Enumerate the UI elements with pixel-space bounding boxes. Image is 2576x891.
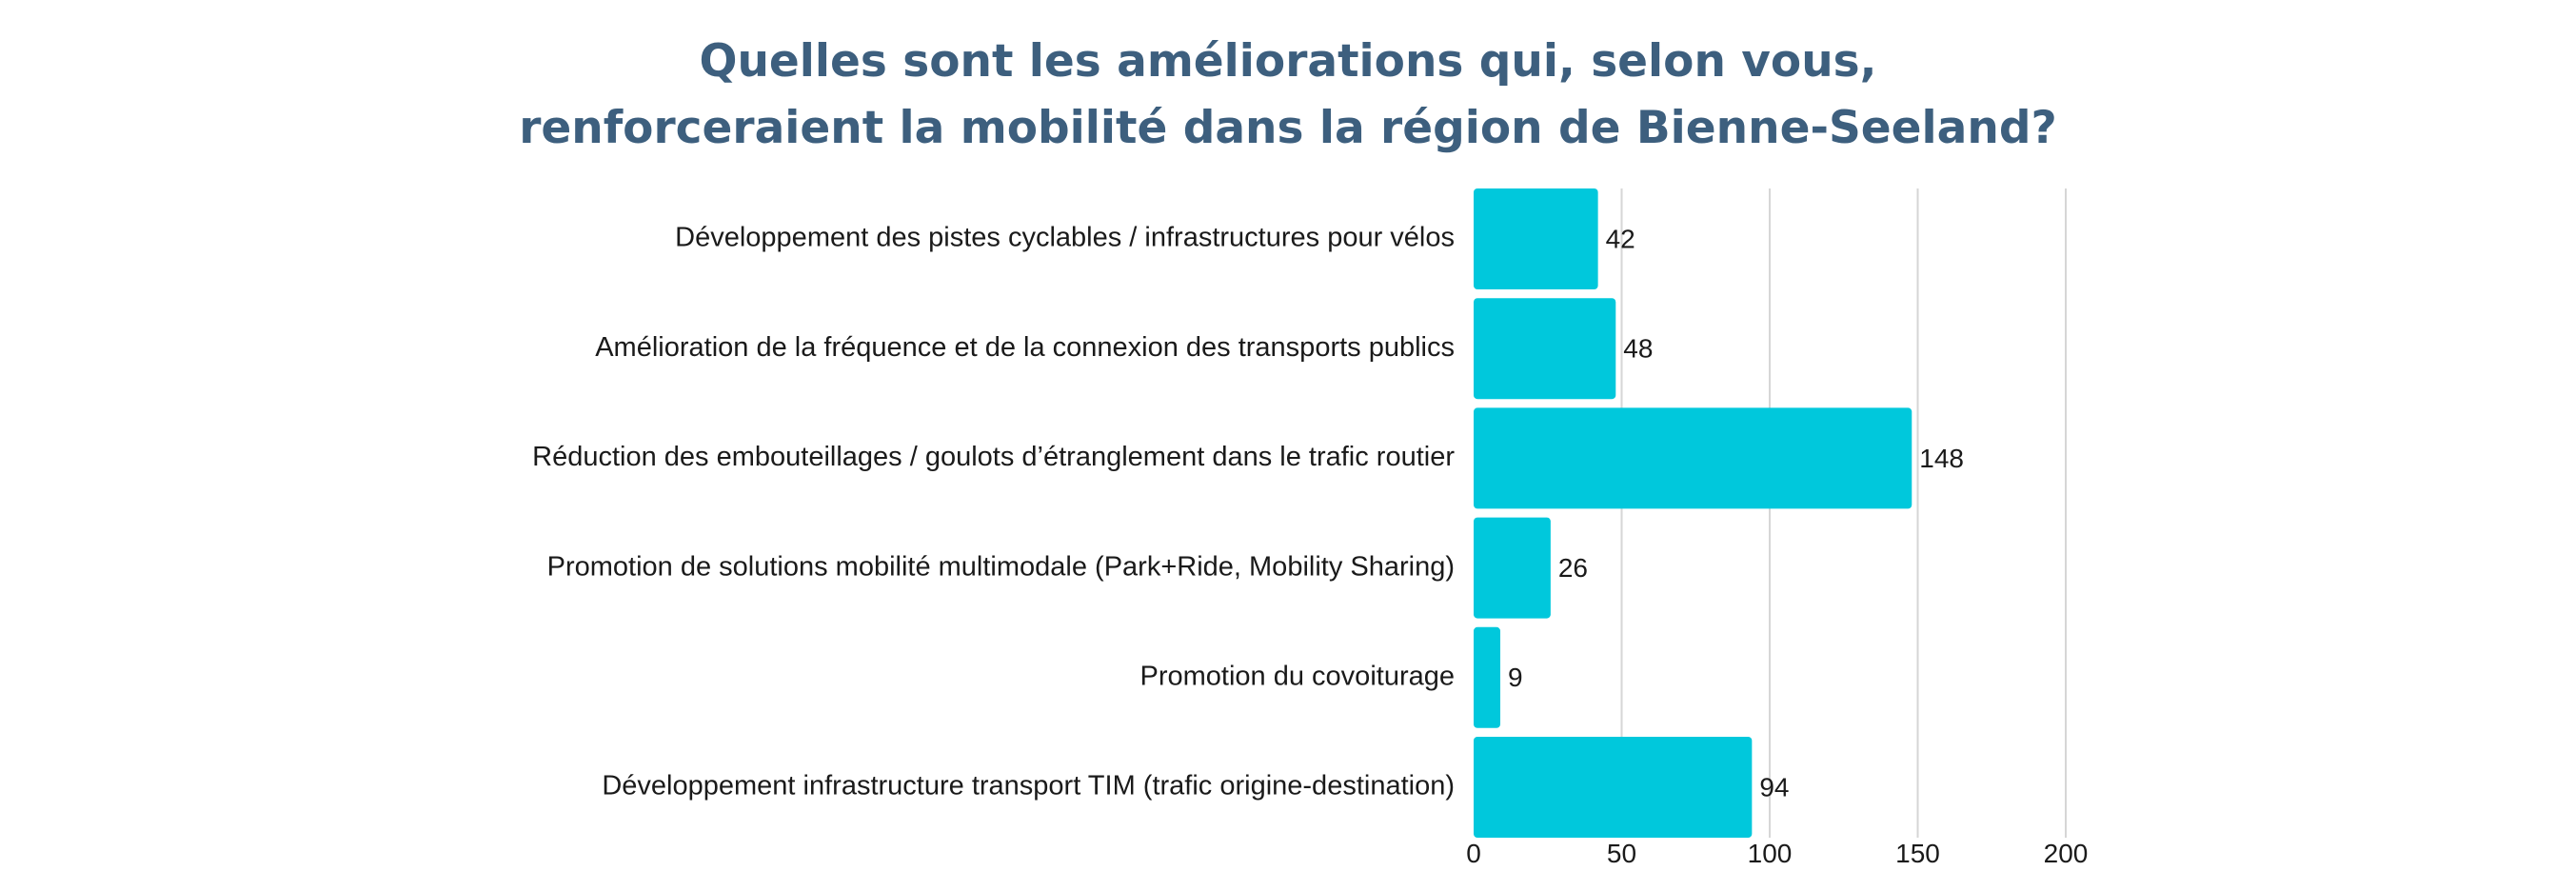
chart-title: Quelles sont les améliorations qui, selo… xyxy=(0,29,2576,162)
x-tick-label-200: 200 xyxy=(2044,839,2089,868)
category-label-1: Amélioration de la fréquence et de la co… xyxy=(595,332,1455,363)
category-label-2: Réduction des embouteillages / goulots d… xyxy=(532,442,1455,472)
category-label-4: Promotion du covoiturage xyxy=(1140,661,1455,691)
x-tick-label-0: 0 xyxy=(1466,839,1481,868)
category-label-5: Développement infrastructure transport T… xyxy=(602,771,1455,802)
chart-title-line-2: renforceraient la mobilité dans la régio… xyxy=(519,102,2057,154)
category-label-0: Développement des pistes cyclables / inf… xyxy=(675,223,1455,253)
value-label-0: 42 xyxy=(1606,224,1635,253)
bar-0 xyxy=(1474,188,1598,289)
bar-4 xyxy=(1474,626,1500,728)
category-label-3: Promotion de solutions mobilité multimod… xyxy=(547,551,1455,582)
chart-title-line-1: Quelles sont les améliorations qui, selo… xyxy=(699,35,1877,88)
value-label-5: 94 xyxy=(1759,772,1789,802)
bar-2 xyxy=(1474,407,1912,509)
x-tick-label-50: 50 xyxy=(1607,839,1636,868)
x-tick-label-150: 150 xyxy=(1895,839,1940,868)
value-label-2: 148 xyxy=(1919,444,1964,473)
bar-5 xyxy=(1474,737,1753,838)
value-label-4: 9 xyxy=(1508,663,1523,692)
bar-1 xyxy=(1474,298,1616,400)
bar-3 xyxy=(1474,517,1551,619)
x-tick-label-100: 100 xyxy=(1748,839,1793,868)
value-label-1: 48 xyxy=(1623,334,1653,364)
value-label-3: 26 xyxy=(1558,553,1588,583)
